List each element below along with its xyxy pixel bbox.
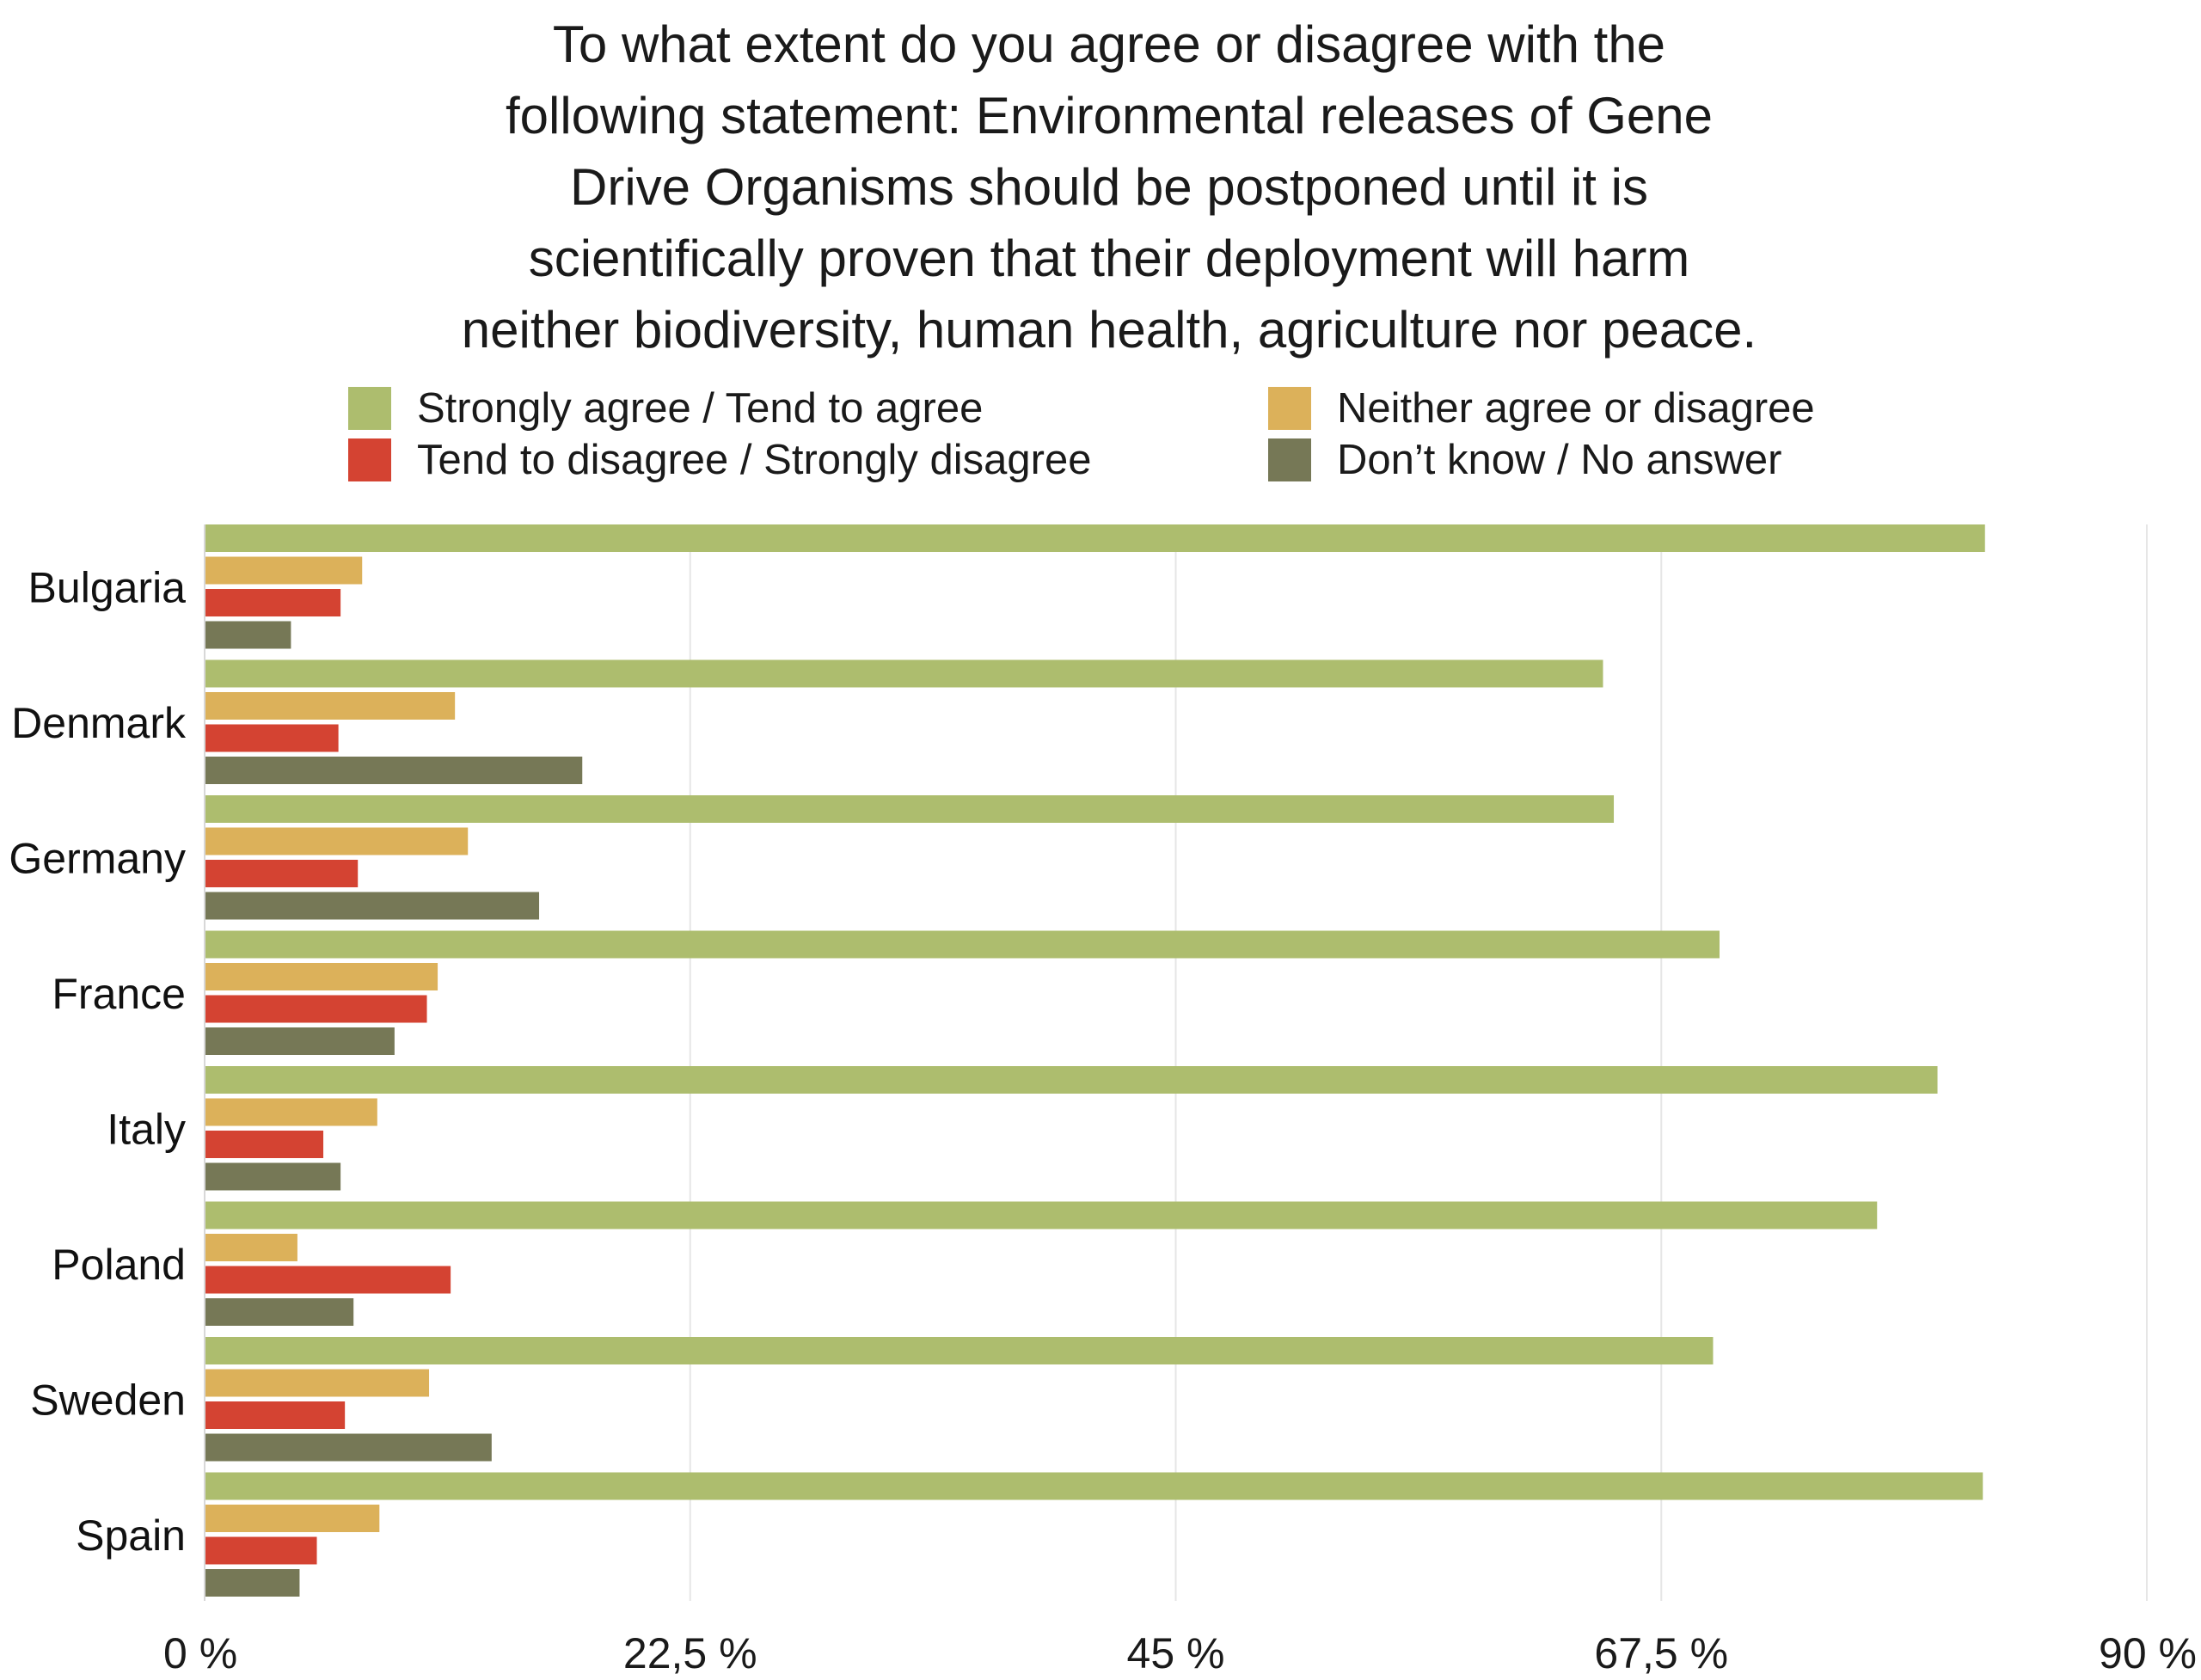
legend-swatch-dont-know bbox=[1268, 438, 1311, 481]
bar-denmark-series-3 bbox=[205, 724, 339, 752]
bar-spain-series-3 bbox=[205, 1536, 317, 1565]
legend-item-neither: Neither agree or disagree bbox=[1268, 383, 1815, 434]
category-label: Spain bbox=[76, 1511, 186, 1560]
bar-denmark-series-2 bbox=[205, 692, 456, 720]
bar-poland-series-3 bbox=[205, 1266, 451, 1294]
category-label: Bulgaria bbox=[28, 563, 187, 611]
title-line: To what extent do you agree or disagree … bbox=[552, 15, 1666, 73]
bar-sweden-series-1 bbox=[205, 1337, 1714, 1364]
bar-france-series-4 bbox=[205, 1027, 395, 1055]
title-line: scientifically proven that their deploym… bbox=[528, 230, 1690, 287]
legend-item-agree: Strongly agree / Tend to agree bbox=[348, 383, 983, 434]
bar-italy-series-2 bbox=[205, 1098, 377, 1126]
legend-label-disagree: Tend to disagree / Strongly disagree bbox=[417, 437, 1092, 483]
category-label: Germany bbox=[9, 834, 186, 882]
legend-swatch-neither bbox=[1268, 387, 1311, 430]
bar-spain-series-4 bbox=[205, 1569, 300, 1597]
bar-sweden-series-3 bbox=[205, 1401, 346, 1429]
title-line: following statement: Environmental relea… bbox=[505, 87, 1714, 144]
bar-germany-series-2 bbox=[205, 827, 469, 855]
title-line: Drive Organisms should be postponed unti… bbox=[570, 158, 1648, 216]
bar-germany-series-4 bbox=[205, 892, 540, 920]
bar-france-series-3 bbox=[205, 995, 427, 1023]
category-label: France bbox=[52, 970, 186, 1018]
x-tick-label: 45 % bbox=[1127, 1629, 1225, 1677]
bar-bulgaria-series-4 bbox=[205, 621, 291, 649]
legend-swatch-disagree bbox=[348, 438, 391, 481]
bar-poland-series-2 bbox=[205, 1234, 297, 1261]
bar-denmark-series-4 bbox=[205, 757, 583, 784]
bar-poland-series-4 bbox=[205, 1298, 354, 1326]
bar-italy-series-3 bbox=[205, 1131, 324, 1158]
category-label: Sweden bbox=[30, 1376, 186, 1424]
bar-poland-series-1 bbox=[205, 1201, 1878, 1229]
bar-bulgaria-series-3 bbox=[205, 589, 341, 616]
x-tick-label: 67,5 % bbox=[1594, 1629, 1728, 1677]
legend-label-agree: Strongly agree / Tend to agree bbox=[417, 385, 984, 432]
category-label: Denmark bbox=[11, 699, 187, 747]
chart-title: To what extent do you agree or disagree … bbox=[258, 9, 1960, 365]
x-tick-label: 0 % bbox=[163, 1629, 237, 1677]
title-line: neither biodiversity, human health, agri… bbox=[461, 301, 1757, 359]
bar-germany-series-3 bbox=[205, 860, 359, 887]
category-label: Italy bbox=[107, 1105, 186, 1153]
bar-france-series-2 bbox=[205, 963, 438, 990]
legend-item-disagree: Tend to disagree / Strongly disagree bbox=[348, 434, 1091, 486]
legend-label-neither: Neither agree or disagree bbox=[1337, 385, 1815, 432]
bar-bulgaria-series-1 bbox=[205, 524, 1985, 552]
x-tick-label: 90 % bbox=[2099, 1629, 2197, 1677]
legend-swatch-agree bbox=[348, 387, 391, 430]
bar-denmark-series-1 bbox=[205, 659, 1603, 688]
category-label: Poland bbox=[52, 1241, 186, 1289]
legend-item-dont-know: Don’t know / No answer bbox=[1268, 434, 1781, 486]
bar-germany-series-1 bbox=[205, 795, 1615, 823]
bar-bulgaria-series-2 bbox=[205, 556, 363, 585]
bar-france-series-1 bbox=[205, 930, 1720, 959]
bar-spain-series-2 bbox=[205, 1505, 380, 1532]
bar-italy-series-4 bbox=[205, 1162, 341, 1191]
bar-spain-series-1 bbox=[205, 1472, 1983, 1500]
bar-sweden-series-4 bbox=[205, 1433, 492, 1462]
bar-italy-series-1 bbox=[205, 1066, 1938, 1094]
legend-label-dont-know: Don’t know / No answer bbox=[1337, 437, 1782, 483]
x-tick-label: 22,5 % bbox=[623, 1629, 757, 1677]
bar-sweden-series-2 bbox=[205, 1369, 430, 1397]
